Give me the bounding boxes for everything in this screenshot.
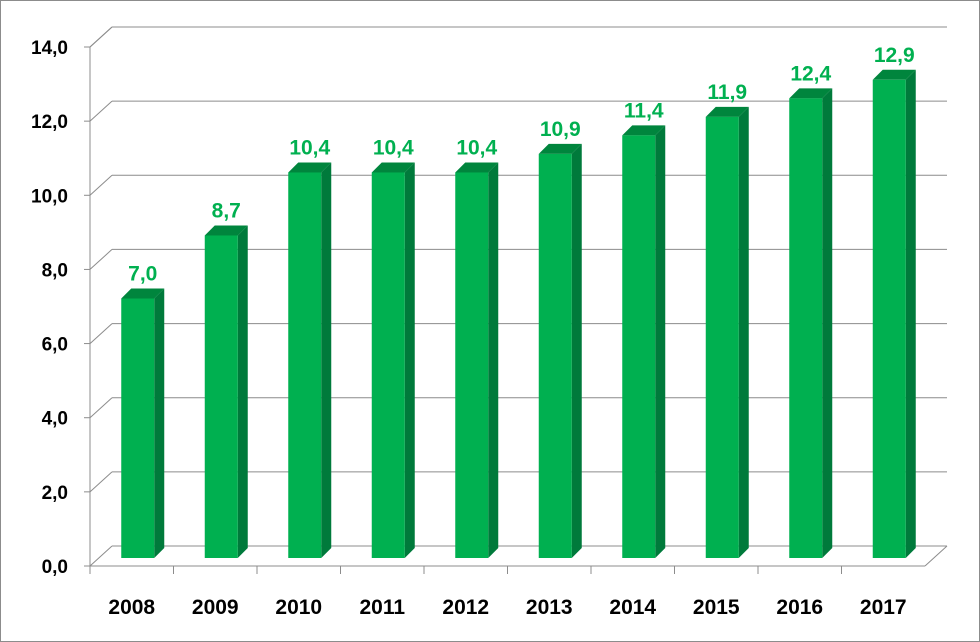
bar-top xyxy=(622,125,666,136)
y-tick-label: 14,0 xyxy=(31,38,68,59)
bar-side xyxy=(905,69,916,559)
bar xyxy=(622,135,656,558)
bar-top xyxy=(872,69,916,80)
x-tick-label: 2011 xyxy=(359,596,405,619)
bar-top xyxy=(455,162,499,173)
bar-top xyxy=(705,106,749,117)
data-label: 7,0 xyxy=(128,263,157,286)
bar xyxy=(455,172,489,558)
bar xyxy=(538,153,572,558)
x-tick-label: 2010 xyxy=(275,596,322,619)
bar-side xyxy=(154,288,165,558)
data-label: 12,4 xyxy=(790,62,831,85)
bar-side xyxy=(404,162,415,558)
x-tick-label: 2016 xyxy=(776,596,823,619)
label-layer: 0,0 2,0 4,0 6,0 8,0 10,0 12,0 14,0 7,0 2008 8,7 200… xyxy=(31,38,915,619)
y-tick-label: 12,0 xyxy=(31,112,68,133)
y-tick-label: 2,0 xyxy=(42,483,68,504)
gridline-wall xyxy=(89,26,113,48)
bar xyxy=(288,172,322,558)
x-tick-label: 2015 xyxy=(693,596,740,619)
data-label: 12,9 xyxy=(874,44,915,67)
y-tick-label: 6,0 xyxy=(42,335,68,356)
data-label: 10,4 xyxy=(373,136,414,159)
bar-layer xyxy=(121,69,916,559)
bar xyxy=(872,79,906,559)
bar-top xyxy=(538,143,582,154)
gridline-wall xyxy=(89,397,113,419)
y-tick-label: 8,0 xyxy=(42,260,68,281)
bar xyxy=(204,235,238,558)
bar-side xyxy=(822,88,833,559)
bar-side xyxy=(655,125,666,558)
bar-side xyxy=(321,162,332,558)
bar-top xyxy=(288,162,332,173)
data-label: 10,4 xyxy=(289,136,330,159)
y-tick-label: 4,0 xyxy=(42,409,68,430)
bar-side xyxy=(738,106,749,558)
floor-right-edge xyxy=(924,545,948,567)
bar xyxy=(705,116,739,558)
x-tick-label: 2012 xyxy=(442,596,489,619)
x-tick-label: 2009 xyxy=(192,596,239,619)
gridline-wall xyxy=(89,545,113,567)
x-tick-label: 2017 xyxy=(860,596,907,619)
gridline-wall xyxy=(89,100,113,122)
data-label: 8,7 xyxy=(212,199,241,222)
bar-side xyxy=(488,162,499,558)
bar-top xyxy=(121,288,165,299)
x-tick-label: 2014 xyxy=(609,596,656,619)
bar-top xyxy=(204,225,248,236)
bar-top xyxy=(371,162,415,173)
gridline-wall xyxy=(89,249,113,270)
gridline-wall xyxy=(89,471,113,493)
gridline-wall xyxy=(89,323,113,344)
x-tick-label: 2008 xyxy=(108,596,155,619)
bar xyxy=(121,298,155,558)
bar xyxy=(789,98,823,559)
data-label: 10,9 xyxy=(540,118,581,141)
bar-side xyxy=(237,225,248,558)
gridline-wall xyxy=(89,174,113,196)
bar-top xyxy=(789,88,833,99)
bar xyxy=(371,172,405,558)
bar-side xyxy=(571,143,582,558)
data-label: 10,4 xyxy=(456,136,497,159)
y-tick-label: 0,0 xyxy=(42,557,68,578)
data-label: 11,4 xyxy=(624,99,664,122)
y-tick-label: 10,0 xyxy=(31,186,68,207)
data-label: 11,9 xyxy=(707,81,747,104)
x-tick-label: 2013 xyxy=(526,596,573,619)
